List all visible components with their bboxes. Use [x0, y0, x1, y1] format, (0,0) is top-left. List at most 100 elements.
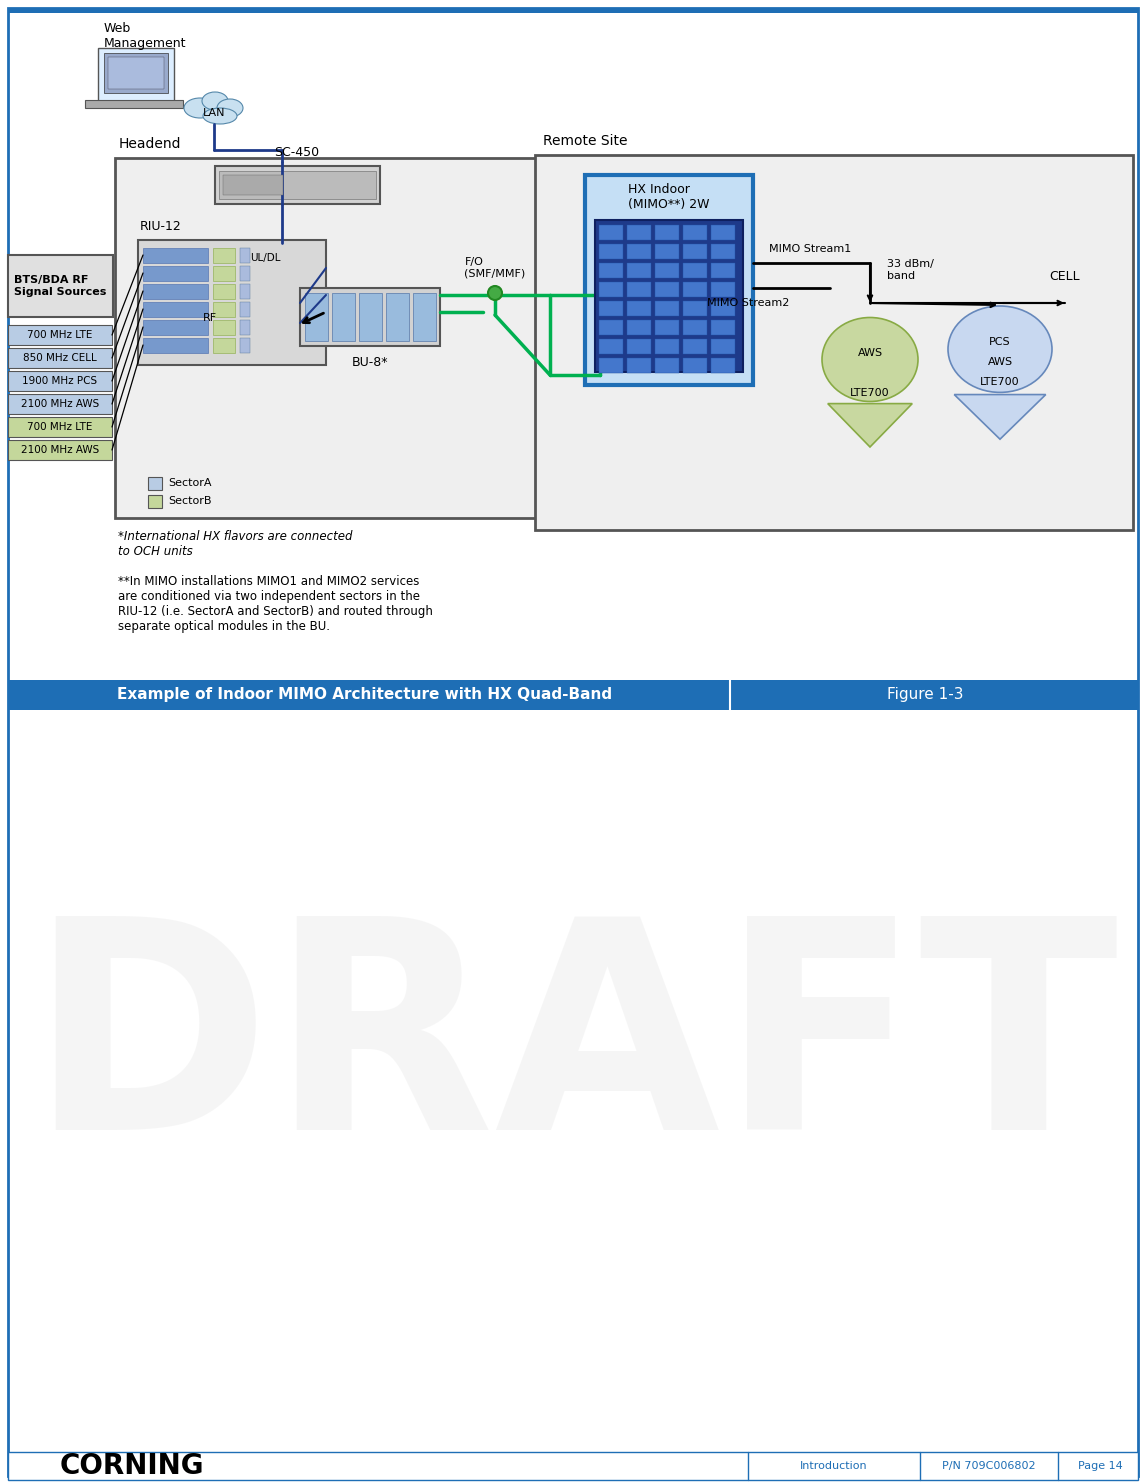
Text: SC-450: SC-450 [274, 145, 320, 159]
Bar [683, 340, 707, 354]
Text: 2100 MHz AWS: 2100 MHz AWS [21, 399, 99, 409]
Bar [627, 340, 651, 354]
Bar [627, 320, 651, 335]
Ellipse shape [203, 108, 237, 125]
Text: SectorB: SectorB [168, 497, 212, 507]
Text: Web
Management: Web Management [104, 22, 187, 50]
Polygon shape [827, 403, 912, 446]
Circle shape [488, 286, 502, 300]
Text: 33 dBm/
band: 33 dBm/ band [887, 260, 934, 280]
Bar [359, 294, 382, 341]
Bar [711, 340, 735, 354]
Text: LTE700: LTE700 [850, 387, 889, 397]
Bar [711, 245, 735, 260]
Text: RIU-12: RIU-12 [140, 219, 182, 233]
Bar [599, 301, 623, 316]
Bar [213, 320, 235, 335]
Text: Remote Site: Remote Site [543, 133, 628, 148]
Text: Headend: Headend [119, 136, 181, 151]
Bar [8, 394, 112, 414]
Bar [599, 282, 623, 297]
Text: HX Indoor
(MIMO**) 2W: HX Indoor (MIMO**) 2W [628, 182, 709, 211]
Bar [711, 357, 735, 374]
Bar [8, 325, 112, 346]
Text: UL/DL: UL/DL [250, 254, 281, 262]
Bar [683, 301, 707, 316]
Bar [711, 262, 735, 277]
Bar [240, 303, 250, 317]
Text: **In MIMO installations MIMO1 and MIMO2 services
are conditioned via two indepen: **In MIMO installations MIMO1 and MIMO2 … [118, 575, 433, 633]
Text: SectorA: SectorA [168, 479, 212, 488]
Bar [300, 288, 440, 346]
Bar [656, 320, 678, 335]
Bar [219, 171, 376, 199]
Text: LAN: LAN [203, 108, 226, 119]
Bar [656, 262, 678, 277]
Text: 700 MHz LTE: 700 MHz LTE [28, 423, 93, 432]
Text: MIMO Stream2: MIMO Stream2 [707, 298, 790, 308]
Text: LTE700: LTE700 [980, 377, 1020, 387]
Bar [595, 219, 743, 372]
Bar [99, 47, 174, 102]
Bar [599, 320, 623, 335]
Bar [215, 166, 380, 205]
Bar [627, 262, 651, 277]
Bar [143, 320, 209, 335]
Bar [240, 285, 250, 300]
Bar [627, 282, 651, 297]
Bar [8, 681, 1138, 710]
Bar [148, 478, 162, 489]
Bar [656, 301, 678, 316]
Text: Figure 1-3: Figure 1-3 [887, 688, 964, 703]
Bar [683, 245, 707, 260]
Bar [584, 175, 753, 386]
Bar [108, 56, 164, 89]
Bar [305, 294, 328, 341]
Bar [711, 320, 735, 335]
Text: BU-8*: BU-8* [352, 356, 388, 369]
Bar [683, 225, 707, 240]
Bar [599, 245, 623, 260]
Ellipse shape [948, 305, 1052, 393]
Text: Example of Indoor MIMO Architecture with HX Quad-Band: Example of Indoor MIMO Architecture with… [117, 688, 613, 703]
Bar [85, 99, 183, 108]
Bar [599, 340, 623, 354]
Bar [8, 349, 112, 368]
Text: RF: RF [203, 313, 217, 323]
Bar [143, 303, 209, 317]
Bar [8, 7, 1138, 13]
Ellipse shape [822, 317, 918, 402]
Bar [627, 245, 651, 260]
Bar [656, 245, 678, 260]
Bar [143, 338, 209, 353]
Text: 1900 MHz PCS: 1900 MHz PCS [23, 377, 97, 386]
Bar [143, 285, 209, 300]
Bar [599, 262, 623, 277]
Bar [115, 159, 543, 518]
Text: 700 MHz LTE: 700 MHz LTE [28, 331, 93, 340]
Bar [8, 440, 112, 460]
Bar [213, 248, 235, 262]
Ellipse shape [217, 99, 243, 117]
Bar [683, 357, 707, 374]
Text: DRAFT: DRAFT [28, 909, 1118, 1191]
Bar [683, 282, 707, 297]
Bar [656, 282, 678, 297]
Bar [599, 225, 623, 240]
Bar [213, 285, 235, 300]
Bar [8, 255, 113, 317]
Bar [332, 294, 355, 341]
Text: 850 MHz CELL: 850 MHz CELL [23, 353, 97, 363]
Bar [683, 320, 707, 335]
Text: P/N 709C006802: P/N 709C006802 [942, 1461, 1036, 1471]
Bar [627, 301, 651, 316]
Text: CORNING: CORNING [60, 1452, 204, 1480]
Text: Introduction: Introduction [800, 1461, 868, 1471]
Bar [240, 248, 250, 262]
Bar [8, 1452, 1138, 1480]
Bar [711, 282, 735, 297]
Bar [240, 265, 250, 280]
Bar [138, 240, 325, 365]
Bar [8, 371, 112, 392]
Bar [535, 156, 1133, 529]
